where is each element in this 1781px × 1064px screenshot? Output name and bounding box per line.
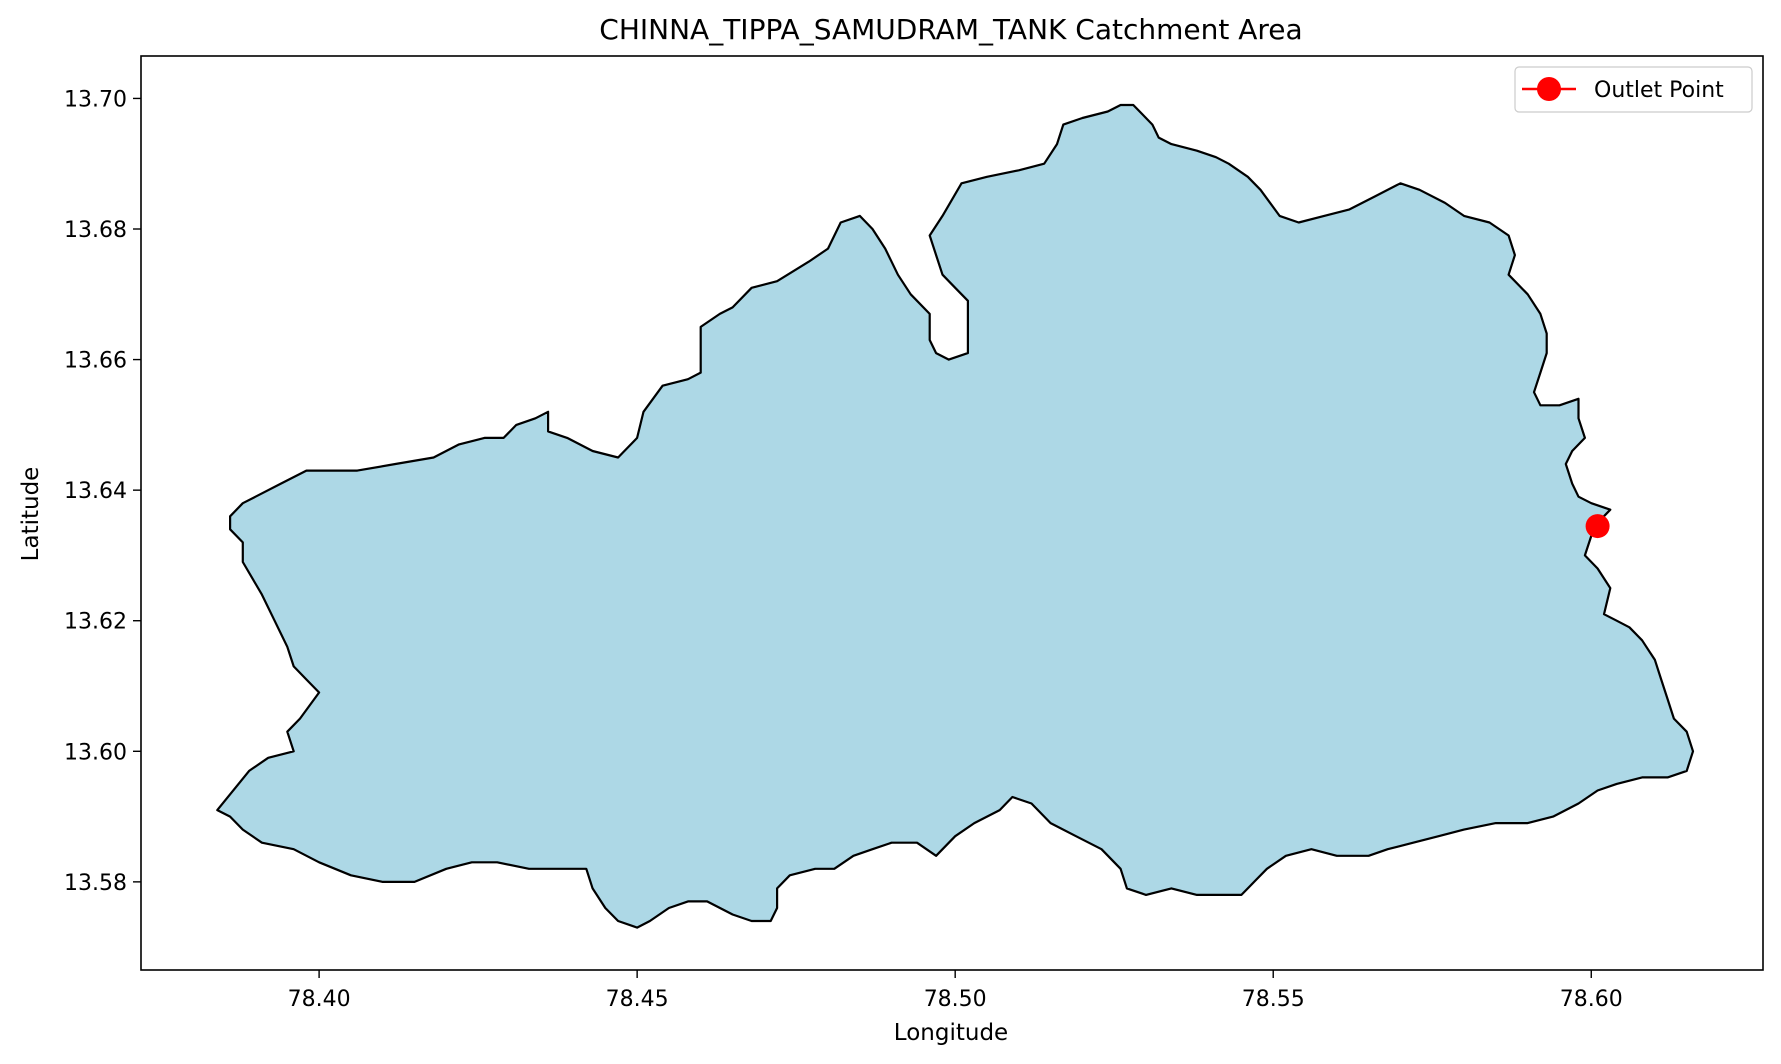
plot-area [216,103,1695,929]
y-axis-ticks: 13.58 13.60 13.62 13.64 13.66 13.68 13.70 [64,87,141,896]
legend-box [1514,66,1753,113]
catchment-polygon[interactable] [216,103,1695,929]
x-axis-ticks: 78.40 78.45 78.50 78.55 78.60 [288,970,1623,1012]
legend: Outlet Point [1514,66,1753,113]
y-tick-label: 13.64 [64,479,127,504]
y-tick-label: 13.60 [64,740,127,765]
x-tick-label: 78.60 [1560,987,1623,1012]
x-tick-label: 78.40 [288,987,351,1012]
outlet-point-marker[interactable] [1585,514,1610,539]
y-tick-label: 13.58 [64,871,127,896]
x-tick-label: 78.50 [924,987,987,1012]
axes-frame [140,55,1764,971]
x-tick-label: 78.55 [1242,987,1305,1012]
y-tick-label: 13.62 [64,610,127,635]
y-axis-label: Latitude [18,467,44,562]
y-tick-label: 13.66 [64,349,127,374]
x-axis-label: Longitude [894,1020,1008,1046]
y-tick-label: 13.68 [64,218,127,243]
x-tick-label: 78.45 [606,987,669,1012]
legend-outlet-label: Outlet Point [1594,78,1724,103]
legend-outlet-marker [1537,77,1561,101]
y-tick-label: 13.70 [64,87,127,112]
chart-title: CHINNA_TIPPA_SAMUDRAM_TANK Catchment Are… [599,13,1302,46]
